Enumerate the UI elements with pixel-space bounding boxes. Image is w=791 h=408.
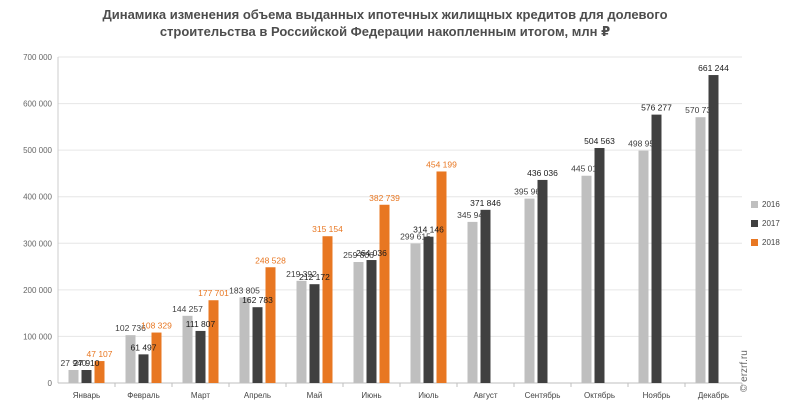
axes: 0 100 000 200 000 300 000 400 000 500 000 600 … [23, 53, 743, 400]
x-tick-label: Февраль [127, 391, 160, 400]
x-tick-label: Ноябрь [643, 391, 671, 400]
bar [125, 335, 136, 383]
bar [436, 171, 447, 383]
data-label: 382 739 [369, 193, 400, 203]
bar [94, 361, 105, 383]
data-label: 395 961 [514, 187, 545, 197]
bar [379, 204, 390, 383]
legend-label: 2018 [762, 238, 780, 247]
data-label: 177 701 [198, 288, 229, 298]
legend-swatch [751, 239, 758, 246]
bar [423, 236, 434, 383]
data-label: 111 807 [186, 319, 216, 329]
data-label: 61 497 [131, 342, 157, 352]
x-tick-label: Март [191, 391, 210, 400]
bar [467, 221, 478, 383]
x-tick-label: Май [307, 391, 323, 400]
bar [410, 243, 421, 383]
data-label: 345 942 [457, 210, 488, 220]
data-label: 314 146 [413, 225, 444, 235]
legend-swatch [751, 201, 758, 208]
bar [296, 280, 307, 383]
data-label: 144 257 [172, 304, 203, 314]
bar [68, 369, 79, 383]
bar [695, 117, 706, 384]
data-label: 436 036 [527, 168, 558, 178]
y-tick-label: 700 000 [23, 53, 52, 62]
legend-swatch [751, 220, 758, 227]
data-label: 219 392 [286, 269, 317, 279]
bar [366, 260, 377, 383]
data-label: 661 244 [698, 63, 729, 73]
x-tick-label: Август [473, 391, 497, 400]
data-label: 102 736 [115, 323, 146, 333]
x-tick-label: Октябрь [584, 391, 615, 400]
bar [594, 148, 605, 383]
data-label: 445 019 [571, 164, 602, 174]
y-tick-label: 600 000 [23, 100, 52, 109]
bar [322, 236, 333, 383]
watermark: © erzrf.ru [739, 350, 750, 392]
chart-title: Динамика изменения объема выданных ипоте… [102, 7, 668, 39]
x-tick-label: Июнь [361, 391, 381, 400]
x-tick-label: Апрель [244, 391, 271, 400]
bar [638, 150, 649, 383]
data-label: 315 154 [312, 224, 343, 234]
data-label: 264 036 [356, 248, 387, 258]
data-label: 47 107 [87, 349, 113, 359]
data-label: 498 955 [628, 139, 659, 149]
y-tick-label: 400 000 [23, 193, 52, 202]
x-tick-label: Июль [418, 391, 438, 400]
bar [208, 300, 219, 383]
bar [195, 330, 206, 383]
bar [138, 354, 149, 383]
bar [353, 262, 364, 383]
bar [651, 114, 662, 383]
x-tick-label: Январь [73, 391, 100, 400]
data-label: 248 528 [255, 255, 286, 265]
bar [252, 307, 263, 383]
y-tick-label: 0 [48, 379, 53, 388]
data-label: 454 199 [426, 159, 457, 169]
bar [239, 297, 250, 383]
y-tick-label: 300 000 [23, 239, 52, 248]
data-label: 27 940 [61, 358, 87, 368]
data-label: 259 806 [343, 250, 374, 260]
y-tick-label: 500 000 [23, 146, 52, 155]
x-tick-label: Декабрь [698, 391, 729, 400]
bar [81, 370, 92, 383]
data-label: 504 563 [584, 136, 615, 146]
bar [708, 75, 719, 383]
bar [265, 267, 276, 383]
bar [524, 198, 535, 383]
x-tick-label: Сентябрь [525, 391, 561, 400]
bar [309, 284, 320, 383]
bar [182, 315, 193, 383]
bar [537, 179, 548, 383]
data-label: 371 846 [470, 198, 501, 208]
data-label: 570 736 [685, 105, 716, 115]
gridlines [58, 56, 742, 337]
data-label: 212 172 [299, 272, 330, 282]
data-label: 576 277 [641, 103, 672, 113]
bar [480, 209, 491, 383]
data-label: 108 329 [141, 321, 172, 331]
legend-label: 2017 [762, 219, 780, 228]
data-label: 162 783 [242, 295, 273, 305]
data-label: 183 805 [229, 285, 260, 295]
legend: 2016 2017 2018 [751, 200, 780, 247]
bar [151, 332, 162, 383]
data-label: 299 615 [400, 231, 431, 241]
y-tick-label: 200 000 [23, 286, 52, 295]
y-tick-label: 100 000 [23, 332, 52, 341]
bar [581, 175, 592, 383]
legend-label: 2016 [762, 200, 780, 209]
data-label: 27 910 [74, 358, 100, 368]
bars [68, 75, 719, 384]
